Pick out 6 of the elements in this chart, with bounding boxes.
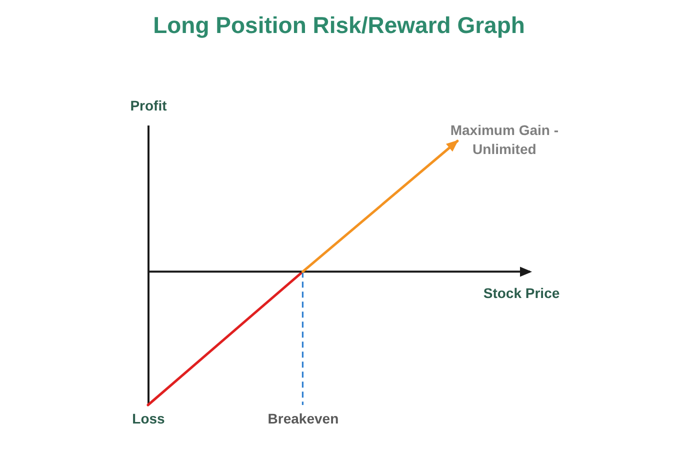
x-tick-label: Breakeven <box>268 410 339 426</box>
chart-title: Long Position Risk/Reward Graph <box>153 12 525 38</box>
annotation: Maximum Gain - Unlimited <box>450 122 559 157</box>
y-axis-title: Profit <box>130 98 168 114</box>
x-tick-label: Loss <box>132 410 166 426</box>
x-axis-title: Stock Price <box>483 285 560 302</box>
